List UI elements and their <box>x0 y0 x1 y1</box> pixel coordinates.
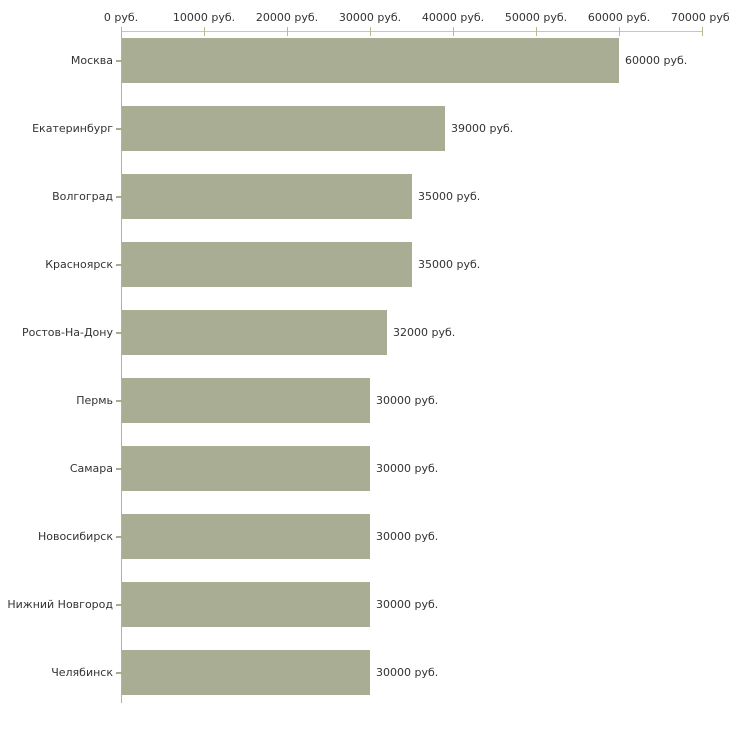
bar <box>122 514 370 559</box>
x-axis-tick-label: 60000 руб. <box>587 11 651 24</box>
x-axis-tick-label: 50000 руб. <box>504 11 568 24</box>
x-axis-tick-label: 20000 руб. <box>255 11 319 24</box>
y-axis-category-label: Нижний Новгород <box>7 598 113 611</box>
y-axis-category-tick <box>116 400 122 402</box>
x-axis-tick <box>453 27 454 36</box>
x-axis-tick <box>204 27 205 36</box>
bar <box>122 106 445 151</box>
bar <box>122 582 370 627</box>
y-axis-category-tick <box>116 468 122 470</box>
bar-value-label: 30000 руб. <box>376 530 439 543</box>
x-axis-tick-label: 10000 руб. <box>172 11 236 24</box>
bar-value-label: 30000 руб. <box>376 462 439 475</box>
bar-value-label: 39000 руб. <box>451 122 514 135</box>
y-axis-category-tick <box>116 128 122 130</box>
bar-value-label: 30000 руб. <box>376 666 439 679</box>
bar-value-label: 35000 руб. <box>418 258 481 271</box>
bar-value-label: 30000 руб. <box>376 394 439 407</box>
y-axis-line <box>121 31 122 703</box>
y-axis-category-label: Самара <box>69 462 113 475</box>
x-axis-tick <box>121 27 122 36</box>
x-axis-tick <box>370 27 371 36</box>
bar-value-label: 60000 руб. <box>625 54 688 67</box>
y-axis-category-label: Екатеринбург <box>32 122 113 135</box>
x-axis-tick <box>702 27 703 36</box>
bar <box>122 650 370 695</box>
bar <box>122 310 387 355</box>
bar <box>122 446 370 491</box>
y-axis-category-tick <box>116 264 122 266</box>
y-axis-category-tick <box>116 536 122 538</box>
y-axis-category-tick <box>116 60 122 62</box>
y-axis-category-tick <box>116 196 122 198</box>
y-axis-category-label: Новосибирск <box>37 530 113 543</box>
y-axis-category-label: Ростов-На-Дону <box>21 326 113 339</box>
y-axis-category-label: Челябинск <box>51 666 113 679</box>
x-axis-tick <box>287 27 288 36</box>
x-axis-tick <box>536 27 537 36</box>
x-axis-tick <box>619 27 620 36</box>
bar-value-label: 30000 руб. <box>376 598 439 611</box>
y-axis-category-tick <box>116 672 122 674</box>
y-axis-category-label: Красноярск <box>45 258 113 271</box>
bar <box>122 378 370 423</box>
y-axis-category-label: Волгоград <box>52 190 113 203</box>
bar-value-label: 35000 руб. <box>418 190 481 203</box>
bar <box>122 242 412 287</box>
y-axis-category-tick <box>116 332 122 334</box>
x-axis-tick-label: 0 руб. <box>103 11 139 24</box>
y-axis-category-label: Пермь <box>76 394 113 407</box>
x-axis-line <box>121 31 703 32</box>
bar-value-label: 32000 руб. <box>393 326 456 339</box>
x-axis-tick-label: 30000 руб. <box>338 11 402 24</box>
bar <box>122 38 619 83</box>
x-axis-tick-label: 40000 руб. <box>421 11 485 24</box>
y-axis-category-tick <box>116 604 122 606</box>
bar <box>122 174 412 219</box>
y-axis-category-label: Москва <box>70 54 113 67</box>
x-axis-tick-label: 70000 руб. <box>670 11 730 24</box>
